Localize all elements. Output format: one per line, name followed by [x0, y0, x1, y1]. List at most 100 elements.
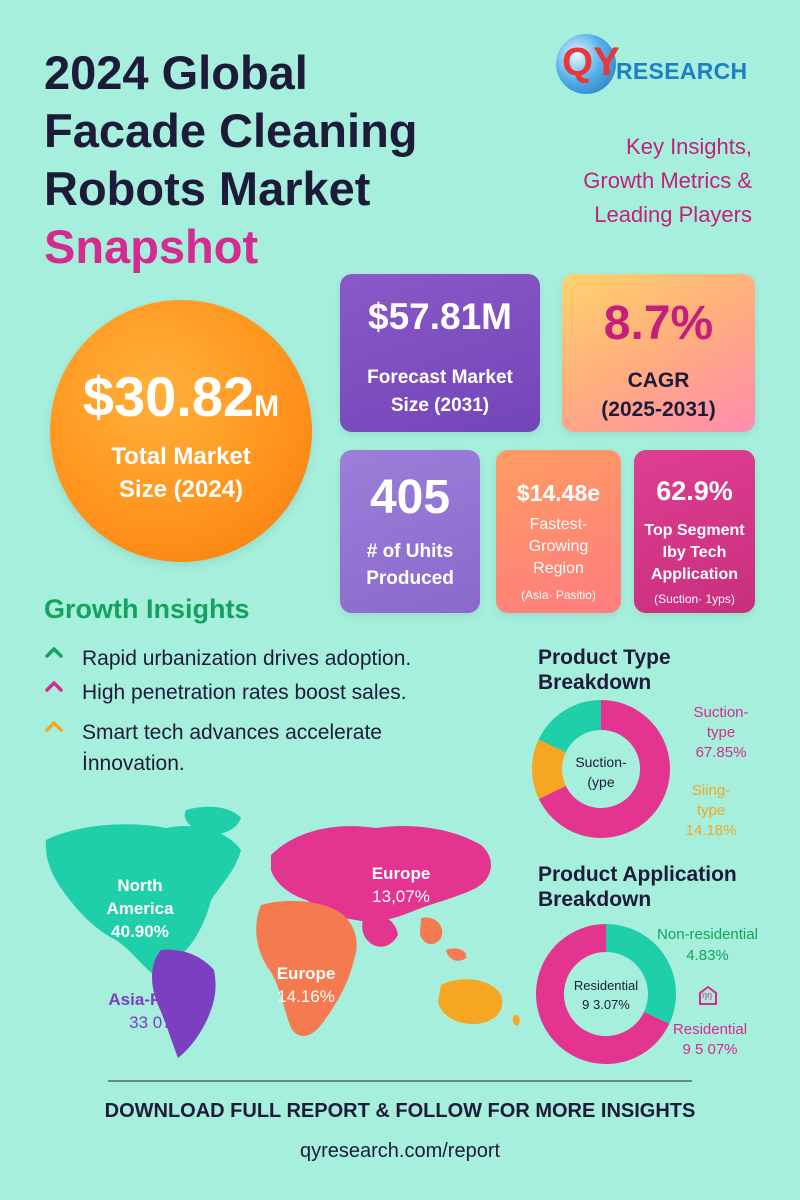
region-card: $14.48e Fastest- Growing Region (Asia· P…	[496, 450, 621, 613]
growth-item-text-line-2: İnnovation.	[82, 752, 185, 775]
suction-label-pct: 67.85%	[695, 744, 747, 761]
product-type-center: Suction- (ype	[552, 752, 650, 792]
nz-shape	[512, 1014, 520, 1026]
non-residential-slice	[605, 924, 676, 1024]
asia-pacific-name: Asia-Paβtfio	[108, 990, 208, 1009]
non-residential-label: Non-residential 4.83%	[640, 924, 775, 966]
chevron-up-icon	[44, 719, 64, 738]
residential-label: Residential 9 5 07%	[660, 1020, 760, 1060]
segment-label: Top Segment Iby Tech Application	[634, 520, 755, 586]
north-america-label: North America 40.90%	[80, 874, 200, 943]
total-market-label: Total Market Size (2024)	[50, 440, 312, 506]
units-label-line-1: # of Uhits	[366, 541, 454, 562]
growth-item-text: Rapid urbanization drives adoption.	[82, 647, 412, 670]
south-america-shape	[152, 949, 216, 1058]
segment-card: 62.9% Top Segment Iby Tech Application (…	[634, 450, 755, 613]
product-app-title: Product Application Breakdown	[538, 862, 737, 912]
forecast-value: $57.81M	[368, 296, 512, 337]
growth-item: Smart tech advances accelerate İnnovatio…	[44, 717, 504, 781]
total-label-line-1: Total Market	[111, 443, 251, 470]
region-value: $14.48e	[516, 480, 601, 506]
segment-label-line-2: Iby Tech	[662, 544, 727, 561]
arabia-shape	[362, 914, 398, 947]
brand-logo[interactable]: QY RESEARCH	[556, 34, 776, 104]
region-sub: (Asia· Pasitio)	[521, 588, 596, 602]
forecast-label-line-2: Size (2031)	[390, 395, 490, 416]
growth-item: Rapid urbanization drives adoption.	[44, 643, 504, 675]
product-type-center-line-1: Suction-	[575, 754, 627, 770]
report-link[interactable]: qyresearch.com/report	[299, 1140, 501, 1162]
footer-cta: DOWNLOAD FULL REPORT & FOLLOW FOR MORE I…	[104, 1100, 696, 1122]
segment-sub: (Suction· 1yps)	[654, 592, 735, 606]
siing-type-slice	[532, 739, 567, 799]
segment-label-line-3: Application	[650, 566, 739, 583]
title-line-3: Robots Market	[44, 162, 371, 215]
product-app-title-line-2: Breakdown	[538, 888, 652, 911]
product-app-title-line-1: Product Application	[538, 863, 737, 886]
product-type-title-line-1: Product Type	[538, 646, 671, 669]
subtitle-line-2: Growth Metrics &	[583, 168, 752, 193]
total-market-unit: M	[254, 390, 280, 423]
siing-label-pct: 14.18%	[685, 822, 737, 839]
forecast-label-line-1: Forecast Market	[367, 367, 513, 388]
subtitle-line-3: Leading Players	[594, 202, 752, 227]
product-type-donut	[532, 700, 670, 838]
residential-slice	[536, 924, 670, 1064]
asia-pacific-value: 33 07%	[129, 1013, 187, 1032]
europe-africa-value: 14.16%	[277, 987, 335, 1006]
region-label-line-3: Region	[533, 560, 584, 577]
total-market-circle: $30.82M Total Market Size (2024)	[50, 300, 312, 562]
siing-label-line-1: Siing-	[691, 782, 731, 799]
siing-type-label: Siing- type 14.18%	[666, 781, 756, 841]
logo-mark: QY	[562, 40, 620, 84]
globe-icon	[556, 34, 616, 94]
cagr-label-line-1: CAGR	[627, 369, 690, 392]
forecast-label: Forecast Market Size (2031)	[340, 364, 540, 420]
product-app-center: Residential 9 3.07%	[556, 976, 656, 1014]
cagr-label-line-2: (2025-2031)	[601, 398, 716, 421]
footer-divider	[108, 1080, 692, 1082]
forecast-card: $57.81M Forecast Market Size (2031)	[340, 274, 540, 432]
europe-top-label: Europe 13,07%	[346, 862, 456, 908]
building-icon: ŋŋ	[697, 984, 719, 1006]
north-america-name-2: America	[106, 899, 174, 918]
units-value: 405	[369, 471, 451, 524]
europe-top-name: Europe	[371, 864, 431, 883]
non-residential-name: Non-residential	[657, 926, 758, 943]
title-line-2: Facade Cleaning	[44, 104, 418, 157]
region-label-line-1: Fastest-	[529, 516, 588, 533]
africa-shape	[256, 900, 357, 1036]
chevron-up-icon	[44, 679, 64, 698]
cagr-label: CAGR (2025-2031)	[562, 366, 755, 424]
growth-item-text-line-1: Smart tech advances accelerate	[82, 721, 382, 744]
suction-type-slice	[538, 700, 670, 838]
residential-pct: 9 5 07%	[682, 1041, 738, 1058]
building-icon-text: ŋŋ	[702, 990, 713, 1000]
residential-name: Residential	[672, 1021, 748, 1038]
total-market-value: $30.82M	[82, 365, 280, 428]
europe-africa-name: Europe	[276, 964, 336, 983]
growth-item-text: Smart tech advances accelerate İnnovatio…	[82, 717, 382, 779]
europe-top-value: 13,07%	[372, 887, 430, 906]
europe-africa-label: Europe 14.16%	[256, 962, 356, 1008]
suction-label-line-2: type	[706, 724, 736, 741]
product-type-title-line-2: Breakdown	[538, 671, 652, 694]
non-residential-pct: 4.83%	[686, 947, 729, 964]
siing-label-line-2: type	[696, 802, 726, 819]
north-america-name-1: North	[117, 876, 163, 895]
product-type-title: Product Type Breakdown	[538, 645, 671, 695]
title-accent: Snapshot	[44, 220, 259, 273]
product-app-center-line-1: Residential	[573, 978, 639, 993]
asia-pacific-label: Asia-Paβtfio 33 07%	[88, 988, 228, 1034]
cagr-value: 8.7%	[603, 297, 714, 350]
product-app-center-line-2: 9 3.07%	[582, 997, 630, 1012]
units-label: # of Uhits Produced	[340, 538, 480, 592]
product-app-donut	[536, 924, 676, 1064]
growth-item-text: High penetration rates boost sales.	[82, 681, 407, 704]
logo-text: RESEARCH	[616, 58, 748, 84]
world-map	[45, 806, 520, 1058]
region-label-line-2: Growing	[528, 538, 589, 555]
north-america-value: 40.90%	[111, 922, 169, 941]
segment-value: 62.9%	[656, 476, 733, 506]
cagr-card: 8.7% CAGR (2025-2031)	[562, 274, 755, 432]
